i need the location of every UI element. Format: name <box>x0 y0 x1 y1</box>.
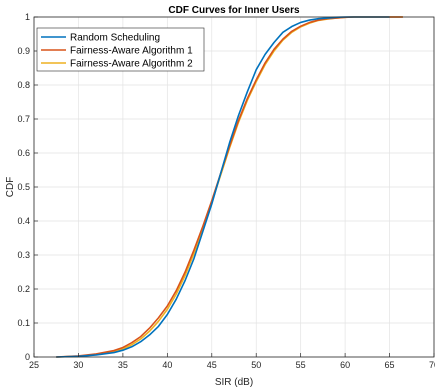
x-tick-label: 30 <box>73 360 83 370</box>
x-tick-label: 50 <box>251 360 261 370</box>
legend-label-2: Fairness-Aware Algorithm 2 <box>70 59 193 70</box>
y-tick-label: 0.3 <box>17 250 30 260</box>
y-tick-label: 0.6 <box>17 148 30 158</box>
y-tick-label: 0 <box>25 352 30 362</box>
y-tick-label: 0.4 <box>17 216 30 226</box>
x-tick-label: 35 <box>118 360 128 370</box>
x-tick-label: 65 <box>385 360 395 370</box>
legend-label-1: Fairness-Aware Algorithm 1 <box>70 46 193 57</box>
y-tick-label: 0.7 <box>17 114 30 124</box>
series-layer <box>56 16 403 358</box>
x-axis-title: SIR (dB) <box>215 377 253 387</box>
x-tick-label: 45 <box>207 360 217 370</box>
legend: Random Scheduling Fairness-Aware Algorith… <box>36 27 205 72</box>
y-axis-title: CDF <box>5 177 16 198</box>
x-tick-label: 40 <box>162 360 172 370</box>
x-tick-label: 60 <box>340 360 350 370</box>
x-tick-label: 70 <box>429 360 435 370</box>
y-tick-label: 0.5 <box>17 182 30 192</box>
y-tick-label: 1 <box>25 12 30 22</box>
chart-title: CDF Curves for Inner Users <box>168 5 300 16</box>
series-line-0 <box>56 16 390 358</box>
x-tick-label: 55 <box>296 360 306 370</box>
y-tick-label: 0.2 <box>17 284 30 294</box>
legend-label-0: Random Scheduling <box>70 33 160 44</box>
y-tick-label: 0.8 <box>17 80 30 90</box>
y-tick-label: 0.1 <box>17 318 30 328</box>
y-tick-label: 0.9 <box>17 46 30 56</box>
tick-layer: 25 30 35 40 45 50 55 60 65 70 0 0.1 0.2 0.3 0.4 0.5 0.6 0… <box>17 12 435 370</box>
x-tick-label: 25 <box>29 360 39 370</box>
